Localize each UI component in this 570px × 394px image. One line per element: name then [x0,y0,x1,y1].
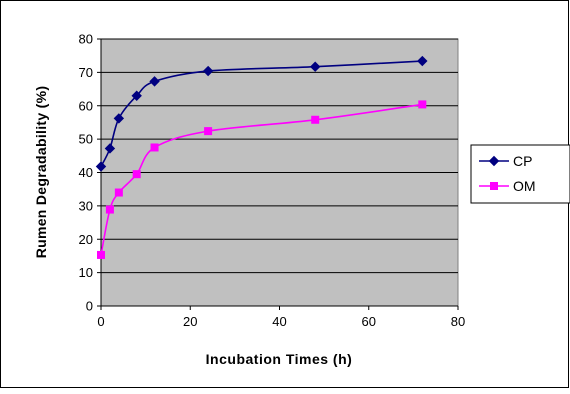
legend-label-om: OM [513,178,536,194]
data-point-om [204,127,213,136]
legend-entry-cp: CP [479,153,532,169]
y-tick-label: 50 [79,132,93,147]
data-point-cp [149,76,160,87]
y-tick-label: 0 [86,299,93,314]
legend-entry-om: OM [479,178,536,194]
x-axis-ticks: 0 20 40 60 80 [97,306,465,329]
y-tick-label: 80 [79,32,93,47]
y-tick-label: 40 [79,165,93,180]
x-tick-label: 40 [272,314,286,329]
data-point-om [114,188,123,197]
series-cp [95,55,428,172]
x-tick-label: 0 [97,314,104,329]
legend-marker-cp [488,155,500,167]
y-axis-ticks: 0 10 20 30 40 50 60 70 80 [79,32,101,314]
y-tick-label: 30 [79,198,93,213]
data-point-om [150,143,159,152]
series-om [97,100,427,259]
data-point-om [132,170,141,179]
data-point-cp [95,161,107,172]
x-tick-label: 80 [451,314,465,329]
y-axis-label: Rumen Degradability (%) [33,86,49,259]
series-layer [95,55,428,259]
data-point-om [97,250,105,259]
data-point-om [418,100,427,109]
data-point-cp [202,65,214,77]
legend: CP OM [470,144,570,204]
data-point-cp [104,143,116,154]
legend-label-cp: CP [513,153,532,169]
y-tick-label: 70 [79,65,93,80]
x-axis-label: Incubation Times (h) [206,351,353,367]
x-tick-label: 20 [183,314,197,329]
y-tick-label: 10 [79,265,93,280]
data-point-cp [113,113,125,124]
gridlines [101,38,458,274]
data-point-cp [417,55,428,67]
data-point-cp [309,61,321,72]
data-point-cp [131,90,142,101]
legend-marker-om [490,182,498,190]
data-point-om [105,205,114,214]
y-tick-label: 20 [79,232,93,247]
y-tick-label: 60 [79,98,93,113]
data-point-om [311,115,320,124]
x-tick-label: 60 [362,314,376,329]
legend-box [470,144,570,204]
